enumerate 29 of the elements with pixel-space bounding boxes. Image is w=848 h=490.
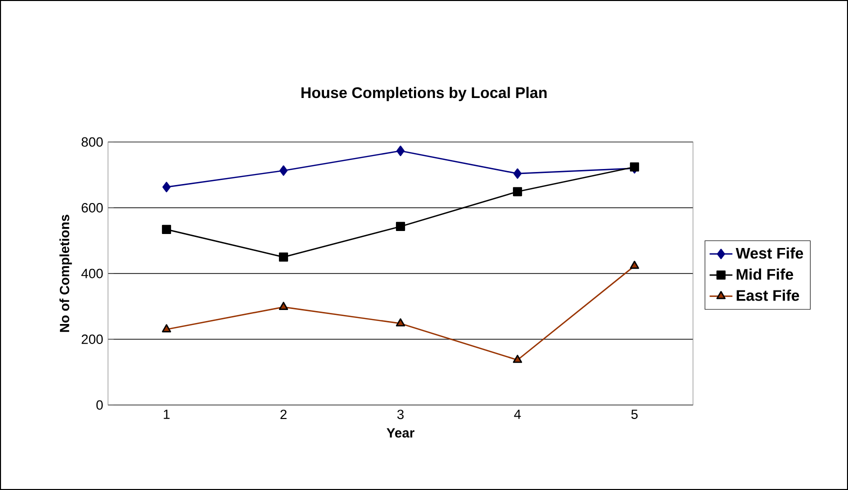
point <box>630 260 640 269</box>
y-tick-label: 0 <box>96 400 103 410</box>
x-axis-title: Year <box>386 428 414 438</box>
legend-label: East Fife <box>736 290 800 301</box>
point <box>512 354 522 363</box>
y-tick-label: 600 <box>82 203 103 212</box>
x-tick-label: 1 <box>164 410 170 419</box>
x-tick-label: 4 <box>514 410 521 419</box>
point <box>513 168 522 179</box>
x-tick-label: 2 <box>280 410 287 420</box>
point <box>162 324 172 332</box>
point <box>278 252 288 262</box>
x-tick-label: 5 <box>631 410 638 420</box>
x-tick-label: 3 <box>397 410 404 420</box>
y-tick-label: 400 <box>81 268 103 278</box>
y-axis-title: No of Completions <box>59 214 72 332</box>
legend-label: Mid Fife <box>736 268 794 280</box>
point <box>162 182 171 192</box>
point <box>396 222 406 232</box>
point <box>396 146 405 156</box>
point <box>279 165 288 176</box>
point <box>512 187 522 196</box>
chart-title: House Completions by Local Plan <box>301 86 547 102</box>
point <box>396 318 406 326</box>
legend-label: West Fife <box>736 247 804 259</box>
point <box>278 302 288 310</box>
y-tick-label: 800 <box>82 137 103 147</box>
point <box>162 224 172 234</box>
y-tick-label: 200 <box>82 334 103 344</box>
